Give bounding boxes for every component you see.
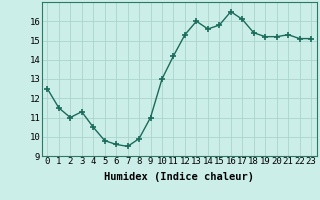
X-axis label: Humidex (Indice chaleur): Humidex (Indice chaleur) bbox=[104, 172, 254, 182]
